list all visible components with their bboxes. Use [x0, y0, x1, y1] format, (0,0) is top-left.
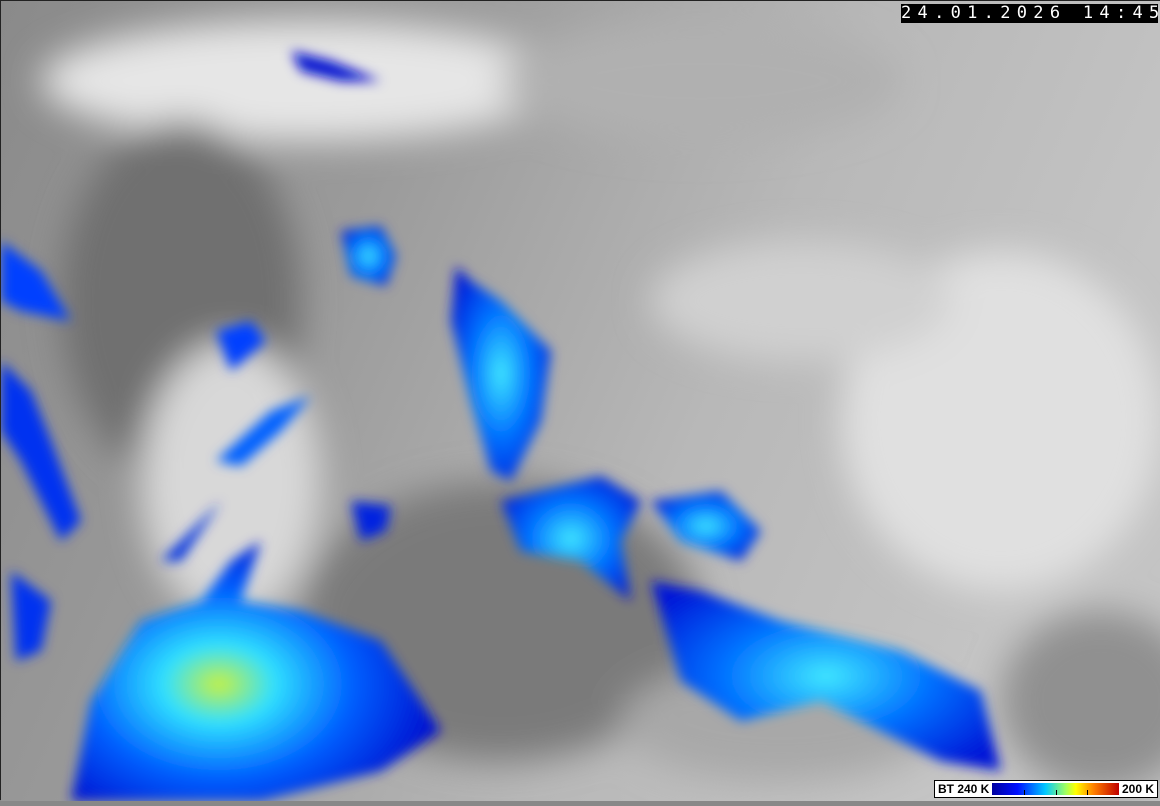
legend-tick	[1024, 790, 1025, 795]
cold-cloud-tops	[1, 51, 1001, 801]
color-scale-legend: BT 240 K 200 K	[934, 780, 1158, 798]
legend-min-label: BT 240 K	[938, 782, 990, 796]
legend-tick	[1087, 790, 1089, 795]
legend-tick	[1055, 790, 1057, 795]
legend-color-bar	[992, 783, 1119, 795]
legend-max-label: 200 K	[1121, 782, 1154, 796]
timestamp-overlay: 24.01.2026 14:45	[901, 3, 1160, 23]
